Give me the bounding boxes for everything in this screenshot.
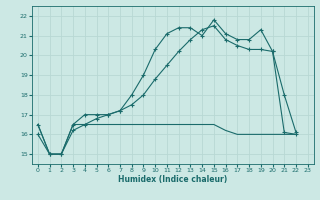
X-axis label: Humidex (Indice chaleur): Humidex (Indice chaleur) <box>118 175 228 184</box>
